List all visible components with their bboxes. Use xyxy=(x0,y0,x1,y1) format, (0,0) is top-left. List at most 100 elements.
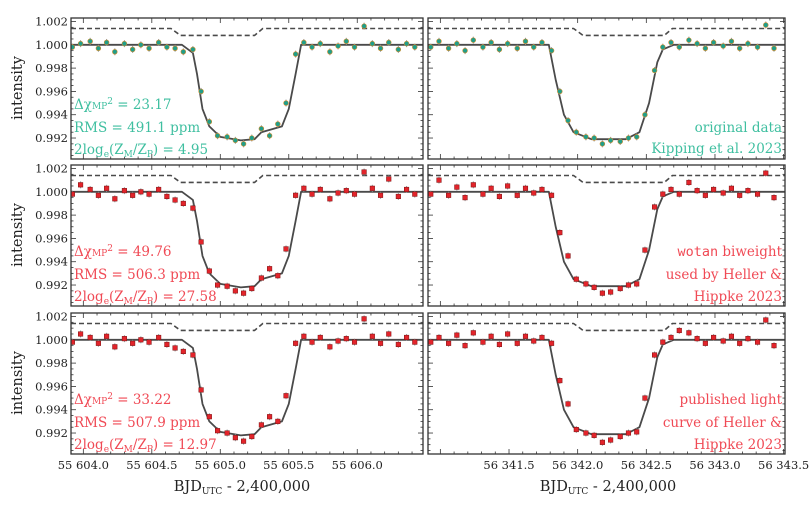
planet-model-dashed-line xyxy=(428,27,785,37)
x-tick-label: 55 606.0 xyxy=(332,458,383,472)
data-point xyxy=(607,137,614,144)
data-point xyxy=(180,49,187,55)
data-point xyxy=(267,266,273,272)
data-point xyxy=(164,193,170,200)
data-point xyxy=(720,43,726,49)
data-point xyxy=(583,134,589,140)
data-point xyxy=(224,430,230,436)
y-tick-label: 1.000 xyxy=(35,333,68,347)
data-point xyxy=(668,186,674,193)
data-point xyxy=(573,276,579,282)
stats-annotation-row3: ΔχMP2 = 33.22 RMS = 507.9 ppm 2loge(ZM/Z… xyxy=(74,392,217,455)
data-point xyxy=(241,438,247,444)
data-point xyxy=(335,338,341,344)
data-point xyxy=(549,192,555,198)
data-point xyxy=(78,182,84,188)
data-point xyxy=(241,290,247,296)
data-point xyxy=(745,188,751,194)
svg-text:Hippke 2023: Hippke 2023 xyxy=(694,437,782,453)
y-tick-label: 0.998 xyxy=(35,208,68,222)
data-point xyxy=(488,333,494,339)
y-tick-label: 0.994 xyxy=(35,108,68,122)
data-point xyxy=(77,40,84,47)
data-point xyxy=(412,44,418,50)
x-tick-label: 56 341.5 xyxy=(483,458,534,472)
data-point xyxy=(180,200,186,207)
data-point xyxy=(771,195,777,201)
data-point xyxy=(327,196,333,202)
data-point xyxy=(668,39,674,46)
data-point xyxy=(488,39,494,46)
x-tick-label: 56 342.5 xyxy=(621,458,672,472)
y-tick-label: 0.994 xyxy=(35,255,68,269)
plot-area xyxy=(428,169,785,297)
data-point xyxy=(206,414,212,420)
data-point xyxy=(266,132,273,139)
data-point xyxy=(728,185,735,191)
data-point xyxy=(531,338,537,344)
data-point xyxy=(317,40,323,47)
panel-r3-c1: 1.002 1.000 0.998 0.996 0.994 0.992 55 604.0 55… xyxy=(35,309,424,472)
panel-frame xyxy=(427,17,786,160)
data-point xyxy=(591,135,597,141)
data-point xyxy=(728,38,735,45)
data-point xyxy=(660,44,666,50)
bayes-factor-text: 2loge(ZM/ZP) = 4.95 xyxy=(74,142,208,160)
data-point xyxy=(754,339,761,345)
data-point xyxy=(737,192,743,198)
data-point xyxy=(180,348,186,355)
data-point xyxy=(71,339,75,345)
data-point xyxy=(258,422,264,428)
data-point xyxy=(531,44,537,50)
data-point xyxy=(249,285,255,292)
data-point xyxy=(763,170,769,176)
data-point xyxy=(95,45,102,51)
data-point xyxy=(625,282,632,288)
data-point xyxy=(565,253,571,259)
delta-chi2-text: ΔχMP2 = 33.22 xyxy=(74,392,172,408)
data-point xyxy=(377,192,384,198)
data-point xyxy=(565,117,571,124)
data-point xyxy=(694,188,700,194)
data-point xyxy=(660,339,666,345)
data-point xyxy=(505,183,511,189)
data-point xyxy=(599,141,606,147)
y-tick-label: 0.998 xyxy=(35,356,68,370)
data-point xyxy=(249,433,255,440)
data-point xyxy=(112,49,118,55)
data-point xyxy=(293,192,299,198)
data-point xyxy=(591,284,597,290)
data-point xyxy=(676,327,682,334)
data-point xyxy=(617,285,623,292)
data-point xyxy=(522,38,529,45)
plot-area xyxy=(428,21,785,148)
data-point xyxy=(676,191,682,197)
svg-text:Hippke 2023: Hippke 2023 xyxy=(694,289,782,305)
y-axis-label: intensity xyxy=(10,55,26,120)
data-point xyxy=(130,340,136,346)
data-point xyxy=(198,387,204,393)
data-point xyxy=(156,334,162,341)
y-tick-label: 1.002 xyxy=(35,309,68,323)
data-point xyxy=(232,435,238,441)
data-point xyxy=(711,186,717,193)
planet-model-dashed-line xyxy=(428,174,785,184)
data-point xyxy=(129,46,136,53)
y-axis-label: intensity xyxy=(10,202,26,267)
data-point xyxy=(599,290,605,296)
data-point xyxy=(591,432,597,438)
data-point xyxy=(404,186,410,193)
data-point xyxy=(190,352,196,358)
panel-r1-c1: 1.002 1.000 0.998 0.996 0.994 0.992 xyxy=(35,14,424,160)
data-point xyxy=(694,336,700,342)
data-point xyxy=(172,197,178,203)
data-point xyxy=(625,135,632,141)
data-point xyxy=(301,333,307,339)
stats-annotation-row1: ΔχMP2 = 23.17 RMS = 491.1 ppm 2loge(ZM/Z… xyxy=(74,97,208,160)
data-point xyxy=(317,186,323,193)
bayes-factor-text: 2loge(ZM/ZP) = 27.58 xyxy=(74,289,217,307)
data-point xyxy=(557,230,563,236)
x-tick-label: 56 343.0 xyxy=(689,458,740,472)
stats-annotation-row2: ΔχMP2 = 49.76 RMS = 506.3 ppm 2loge(ZM/Z… xyxy=(74,244,217,307)
dataset-label-row1: original data Kipping et al. 2023 xyxy=(651,120,782,157)
